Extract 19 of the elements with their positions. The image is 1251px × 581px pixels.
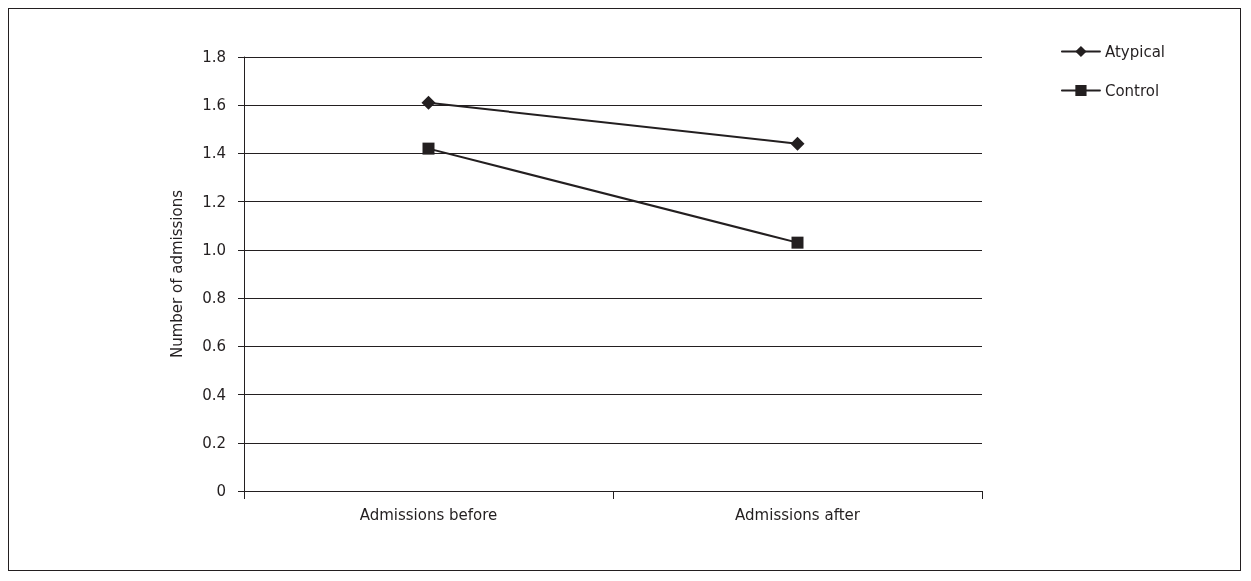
x-tick-label: Admissions before [359, 505, 498, 524]
y-tick-label: 1.8 [202, 48, 226, 66]
point [791, 236, 804, 249]
y-axis-title: Number of admissions [167, 189, 186, 359]
point [422, 142, 435, 155]
y-tick-label: 0.6 [202, 337, 226, 356]
y-tick-label: 1.6 [202, 96, 226, 115]
legend-label: Control [1104, 81, 1160, 100]
y-tick-label: 1.0 [202, 240, 226, 259]
legend-label: Atypical [1104, 42, 1166, 61]
y-tick-label: 1.4 [202, 144, 226, 163]
y-tick-label: 1.2 [202, 192, 226, 211]
y-tick-label: 0.8 [202, 289, 226, 308]
point [421, 95, 436, 110]
x-tick-label: Admissions after [735, 505, 861, 524]
y-tick-label: 0.2 [202, 433, 226, 452]
y-tick-label: 0.4 [202, 385, 226, 404]
point [790, 136, 805, 151]
y-tick-label: 0 [216, 482, 226, 500]
